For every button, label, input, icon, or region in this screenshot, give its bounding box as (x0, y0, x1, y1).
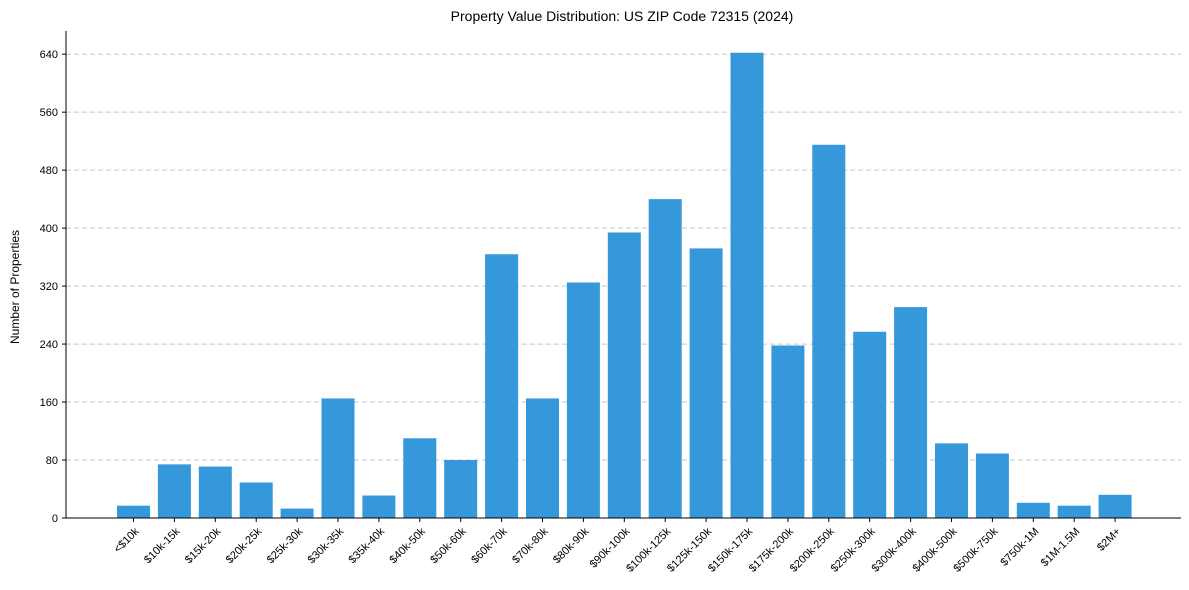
x-tick-label: <$10k (112, 525, 142, 555)
grid-layer (66, 53, 1181, 461)
x-tick-label: $40k-50k (387, 525, 428, 566)
bar (362, 495, 396, 518)
bar (1057, 505, 1091, 518)
y-tick-label: 0 (52, 513, 58, 525)
bar (689, 248, 723, 519)
bar (444, 460, 478, 518)
x-tick-label: $20k-25k (224, 525, 265, 566)
bar (607, 232, 641, 518)
bar (239, 482, 273, 518)
bar (975, 453, 1009, 518)
bar (403, 438, 437, 518)
bar (198, 466, 232, 518)
y-tick-label: 560 (40, 107, 58, 119)
x-tick-label: $1M-1.5M (1039, 526, 1083, 570)
x-tick-label: $2M+ (1095, 526, 1123, 554)
bar (157, 464, 191, 518)
x-tick-label: $80k-90k (551, 525, 592, 566)
y-tick-label: 400 (40, 223, 58, 235)
x-tick-label: $10k-15k (142, 525, 183, 566)
x-tick-label: $25k-30k (265, 525, 306, 566)
bar (526, 398, 559, 518)
x-tick-label: $35k-40k (347, 525, 388, 566)
bar (730, 52, 764, 519)
bar (117, 505, 150, 518)
bar (566, 282, 600, 518)
bar (935, 443, 968, 518)
bar (280, 508, 314, 518)
bar (648, 199, 682, 518)
x-tick-label: $50k-60k (428, 525, 469, 566)
bar (1016, 502, 1050, 518)
y-tick-label: 240 (40, 339, 58, 351)
y-tick-label: 480 (40, 165, 58, 177)
x-tick-label: $750k-1M (998, 526, 1041, 569)
x-tick-label: $70k-80k (510, 525, 551, 566)
bar (853, 331, 887, 518)
y-tick-label: 640 (40, 49, 58, 61)
x-tick-label: $30k-35k (306, 525, 347, 566)
x-tick-label: $60k-70k (469, 525, 510, 566)
bar (1098, 494, 1132, 518)
y-tick-label: 320 (40, 281, 58, 293)
x-tick-label: $500k-750k (951, 525, 1000, 574)
bars-layer (117, 52, 1132, 519)
x-tick-label: $15k-20k (183, 525, 224, 566)
bar (321, 398, 355, 518)
chart-title: Property Value Distribution: US ZIP Code… (451, 8, 794, 24)
bar (485, 254, 519, 519)
y-tick-label: 80 (46, 455, 58, 467)
y-tick-label: 160 (40, 397, 58, 409)
bar (894, 307, 928, 518)
y-ticks: 0 80 160 240 320 400 480 560 640 (40, 49, 66, 525)
bar (771, 345, 805, 518)
x-ticks: <$10k $10k-15k $15k-20k $20k-25k $25k-30k $30… (112, 518, 1123, 575)
bar (812, 144, 846, 519)
y-axis-label: Number of Properties (8, 230, 22, 344)
